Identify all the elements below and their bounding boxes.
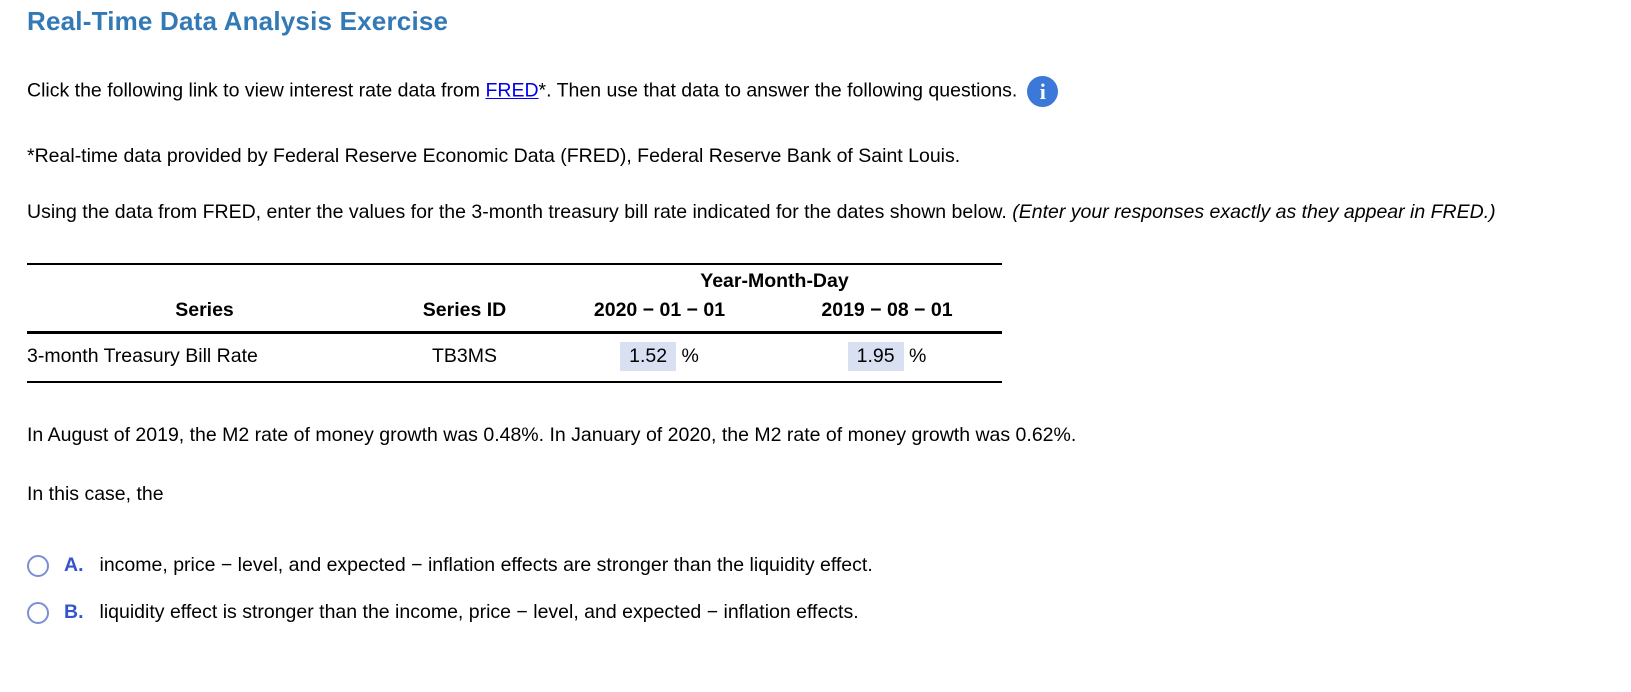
footnote: *Real-time data provided by Federal Rese…	[27, 145, 961, 167]
rate-cell-2020-01-01: 1.52 %	[547, 332, 772, 383]
info-icon[interactable]: i	[1027, 76, 1059, 107]
m2-growth-paragraph: In August of 2019, the M2 rate of money …	[27, 424, 1077, 446]
intro-paragraph: Click the following link to view interes…	[27, 76, 1631, 107]
page-title: Real-Time Data Analysis Exercise	[27, 6, 449, 36]
fred-link[interactable]: FRED	[485, 79, 539, 102]
rate-input-2020-01-01[interactable]: 1.52	[620, 342, 677, 371]
column-header-series-id: Series ID	[382, 295, 547, 334]
instructions-paragraph: Using the data from FRED, enter the valu…	[27, 200, 1549, 225]
column-header-date-2020-01-01: 2020 − 01 − 01	[547, 295, 772, 334]
instructions-text: Using the data from FRED, enter the valu…	[27, 201, 1013, 223]
instructions-italic-note: (Enter your responses exactly as they ap…	[1012, 201, 1496, 223]
group-header-year-month-day: Year-Month-Day	[547, 263, 1002, 295]
series-name-cell: 3-month Treasury Bill Rate	[27, 332, 382, 383]
rate-cell-2019-08-01: 1.95 %	[772, 332, 1002, 383]
choice-a-letter: A.	[64, 554, 84, 576]
table-column-header-row: Series Series ID 2020 − 01 − 01 2019 − 0…	[27, 295, 1002, 334]
choices-list: A. income, price − level, and expected −…	[27, 554, 1631, 624]
choice-a-text: income, price − level, and expected − in…	[99, 554, 873, 576]
column-header-series: Series	[27, 295, 382, 334]
radio-choice-b[interactable]	[27, 601, 49, 624]
radio-choice-a[interactable]	[27, 554, 49, 577]
percent-sign: %	[681, 345, 699, 367]
in-this-case-text: In this case, the	[27, 483, 164, 505]
percent-sign: %	[909, 345, 927, 367]
column-header-date-2019-08-01: 2019 − 08 − 01	[772, 295, 1002, 334]
exercise-page: Real-Time Data Analysis Exercise Click t…	[27, 6, 1631, 624]
table-row: 3-month Treasury Bill Rate TB3MS 1.52 % …	[27, 332, 1002, 383]
choice-a-row: A. income, price − level, and expected −…	[27, 554, 1631, 577]
choice-b-letter: B.	[64, 601, 84, 623]
intro-text-before-link: Click the following link to view interes…	[27, 79, 486, 102]
rate-input-2019-08-01[interactable]: 1.95	[847, 342, 904, 371]
series-id-cell: TB3MS	[382, 332, 547, 383]
table-group-header-row: Year-Month-Day	[27, 263, 1002, 295]
intro-text-after-link: *. Then use that data to answer the foll…	[538, 79, 1018, 102]
rates-table: Year-Month-Day Series Series ID 2020 − 0…	[27, 263, 1002, 383]
choice-b-text: liquidity effect is stronger than the in…	[99, 601, 859, 623]
choice-b-row: B. liquidity effect is stronger than the…	[27, 601, 1631, 624]
